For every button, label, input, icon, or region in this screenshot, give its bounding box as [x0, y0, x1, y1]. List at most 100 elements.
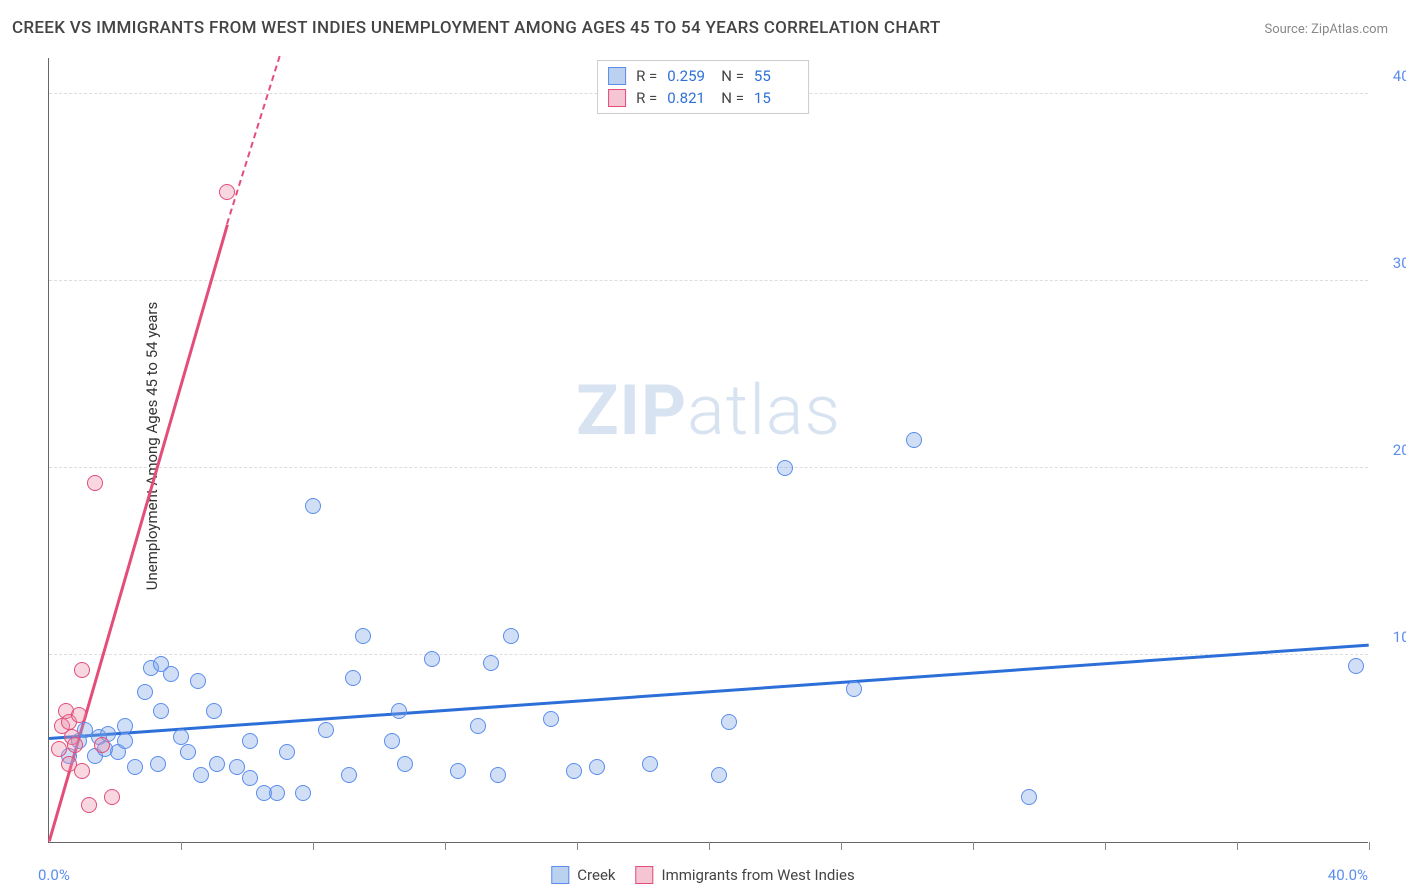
data-point — [490, 767, 506, 783]
data-point — [1348, 658, 1364, 674]
series-legend-item: Creek — [551, 866, 615, 884]
data-point — [341, 767, 357, 783]
data-point — [345, 670, 361, 686]
data-point — [777, 460, 793, 476]
data-point — [566, 763, 582, 779]
y-tick-label: 20.0% — [1373, 441, 1406, 459]
y-tick-label: 40.0% — [1373, 67, 1406, 85]
data-point — [711, 767, 727, 783]
source-label: Source: ZipAtlas.com — [1264, 22, 1388, 37]
legend-n-value: 55 — [754, 67, 798, 85]
data-point — [295, 785, 311, 801]
legend-r-value: 0.821 — [667, 89, 711, 107]
data-point — [173, 729, 189, 745]
x-tick — [709, 842, 710, 850]
data-point — [104, 789, 120, 805]
data-point — [206, 703, 222, 719]
legend-r-label: R = — [636, 89, 657, 107]
data-point — [450, 763, 466, 779]
legend-row: R = 0.259 N = 55 — [608, 65, 798, 87]
legend-swatch — [608, 67, 626, 85]
legend-n-label: N = — [721, 67, 744, 85]
legend-swatch — [551, 866, 569, 884]
x-tick — [181, 842, 182, 850]
legend-r-value: 0.259 — [667, 67, 711, 85]
data-point — [242, 770, 258, 786]
gridline — [49, 467, 1368, 468]
data-point — [355, 628, 371, 644]
trendline — [49, 643, 1369, 739]
data-point — [74, 662, 90, 678]
data-point — [117, 718, 133, 734]
legend-n-value: 15 — [754, 89, 798, 107]
data-point — [846, 681, 862, 697]
data-point — [137, 684, 153, 700]
data-point — [74, 763, 90, 779]
data-point — [81, 797, 97, 813]
data-point — [94, 737, 110, 753]
data-point — [127, 759, 143, 775]
data-point — [150, 756, 166, 772]
data-point — [51, 741, 67, 757]
watermark-bold: ZIP — [576, 370, 687, 452]
data-point — [180, 744, 196, 760]
watermark: ZIPatlas — [576, 370, 841, 452]
data-point — [391, 703, 407, 719]
data-point — [242, 733, 258, 749]
data-point — [642, 756, 658, 772]
legend-swatch — [636, 866, 654, 884]
data-point — [503, 628, 519, 644]
plot-area: ZIPatlas 10.0%20.0%30.0%40.0% — [48, 58, 1368, 843]
x-tick — [1105, 842, 1106, 850]
x-axis-max-label: 40.0% — [1328, 866, 1368, 884]
data-point — [1021, 789, 1037, 805]
data-point — [397, 756, 413, 772]
data-point — [190, 673, 206, 689]
chart-title: CREEK VS IMMIGRANTS FROM WEST INDIES UNE… — [12, 18, 940, 38]
x-tick — [841, 842, 842, 850]
data-point — [543, 711, 559, 727]
legend-r-label: R = — [636, 67, 657, 85]
x-tick — [1237, 842, 1238, 850]
legend-n-label: N = — [721, 89, 744, 107]
y-tick-label: 30.0% — [1373, 254, 1406, 272]
series-legend-label: Creek — [577, 866, 615, 884]
data-point — [163, 666, 179, 682]
data-point — [384, 733, 400, 749]
data-point — [219, 184, 235, 200]
data-point — [71, 707, 87, 723]
data-point — [153, 703, 169, 719]
data-point — [193, 767, 209, 783]
x-tick — [313, 842, 314, 850]
data-point — [209, 756, 225, 772]
legend-row: R = 0.821 N = 15 — [608, 87, 798, 109]
y-tick-label: 10.0% — [1373, 628, 1406, 646]
x-tick — [973, 842, 974, 850]
watermark-rest: atlas — [687, 370, 841, 452]
series-legend-label: Immigrants from West Indies — [662, 866, 855, 884]
data-point — [87, 475, 103, 491]
data-point — [318, 722, 334, 738]
data-point — [483, 655, 499, 671]
x-tick — [445, 842, 446, 850]
series-legend-item: Immigrants from West Indies — [636, 866, 855, 884]
correlation-legend: R = 0.259 N = 55 R = 0.821 N = 15 — [597, 60, 809, 114]
data-point — [305, 498, 321, 514]
gridline — [49, 280, 1368, 281]
data-point — [117, 733, 133, 749]
data-point — [906, 432, 922, 448]
data-point — [721, 714, 737, 730]
data-point — [67, 737, 83, 753]
legend-swatch — [608, 89, 626, 107]
data-point — [424, 651, 440, 667]
data-point — [269, 785, 285, 801]
data-point — [589, 759, 605, 775]
x-tick — [577, 842, 578, 850]
x-tick — [1369, 842, 1370, 850]
data-point — [470, 718, 486, 734]
data-point — [229, 759, 245, 775]
gridline — [49, 654, 1368, 655]
x-axis-min-label: 0.0% — [38, 866, 70, 884]
series-legend: Creek Immigrants from West Indies — [551, 866, 854, 884]
data-point — [279, 744, 295, 760]
